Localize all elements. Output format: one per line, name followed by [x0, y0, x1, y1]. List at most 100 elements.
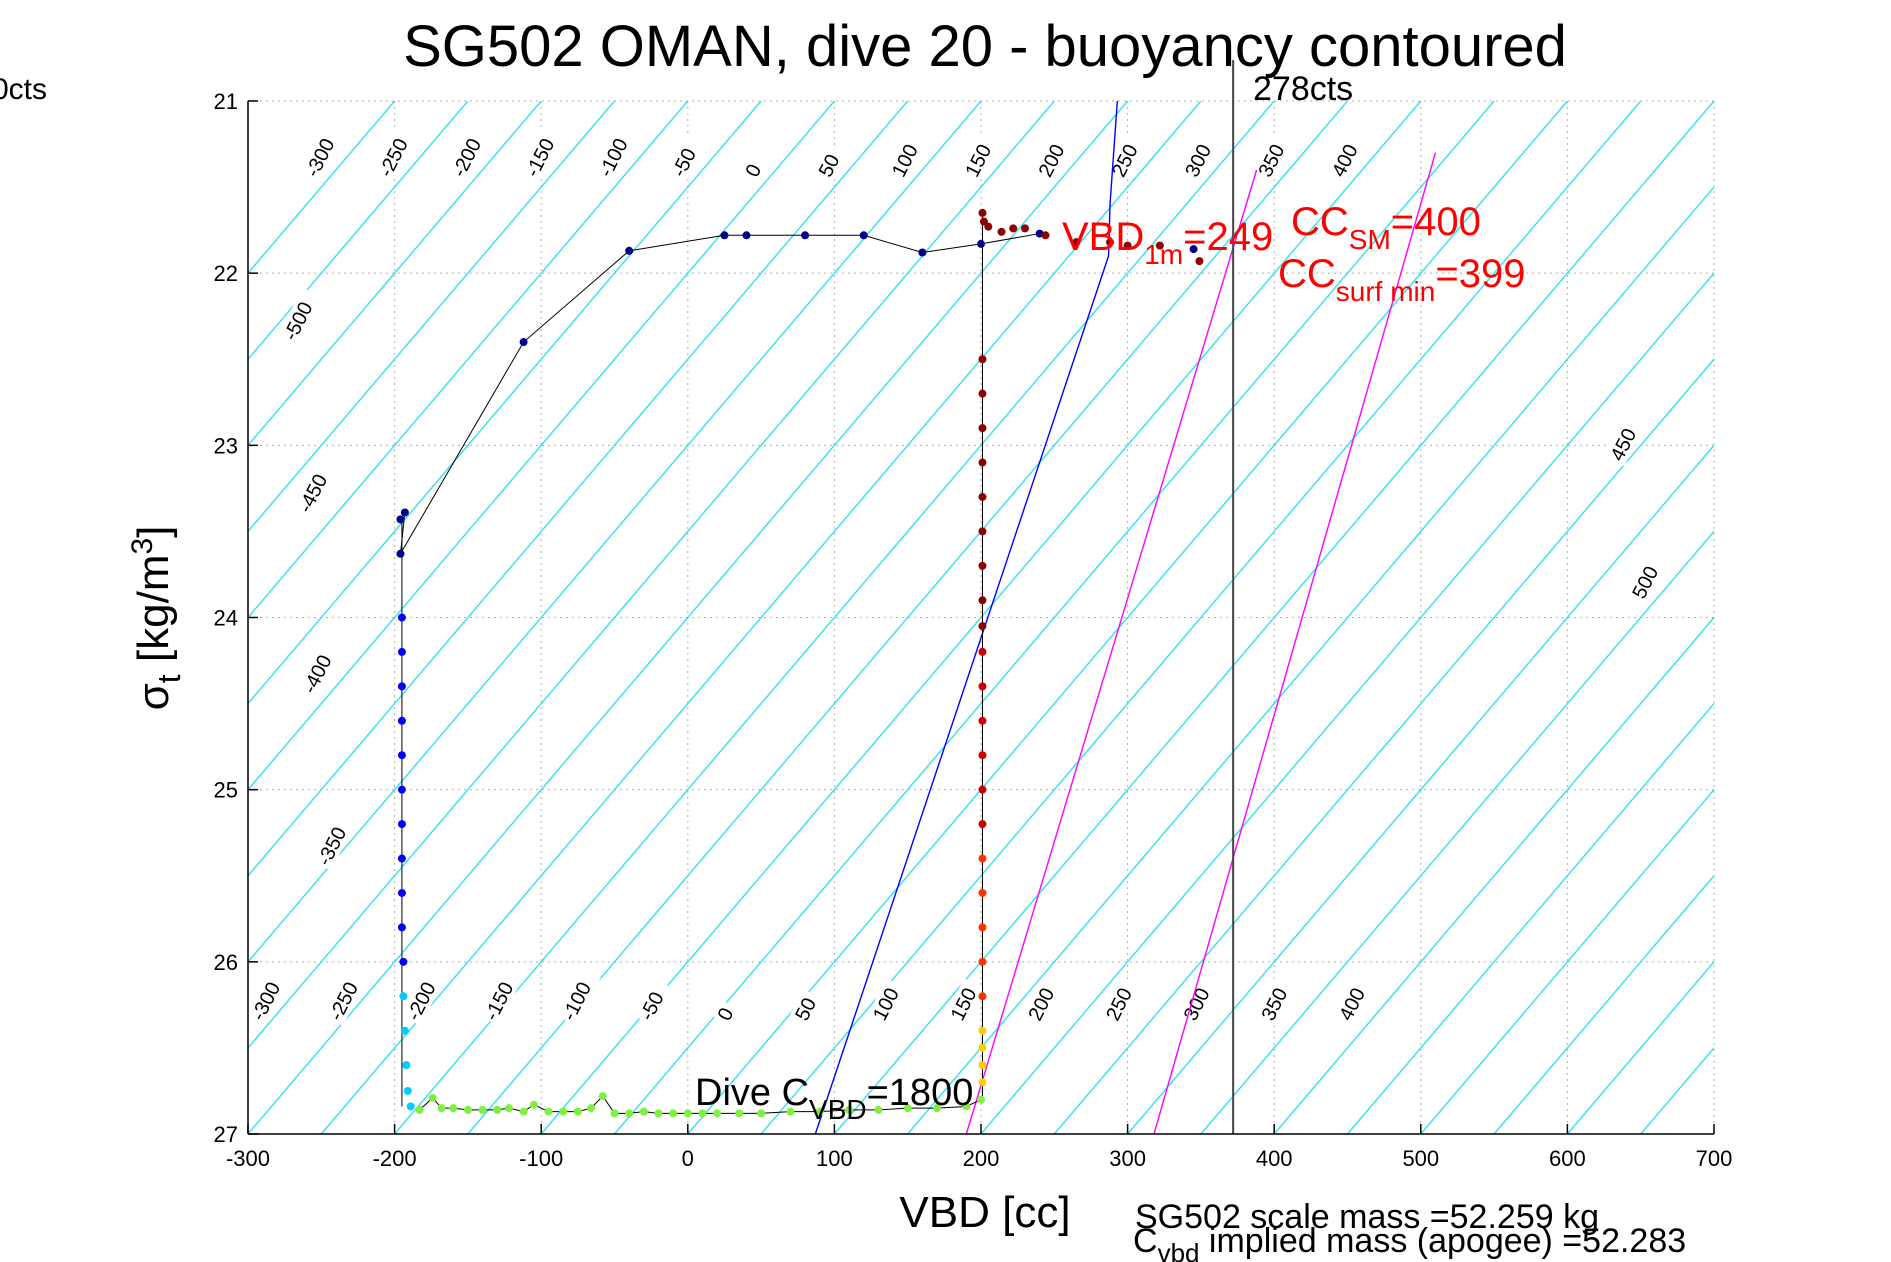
- data-point: [396, 515, 405, 524]
- data-point: [1041, 231, 1050, 240]
- data-point: [978, 1026, 987, 1035]
- x-ticks: -300 -200 -100 0 100 200 300 400 500 600 700: [226, 1124, 1732, 1171]
- contour-line: [1127, 444, 1714, 1134]
- data-point: [399, 957, 408, 966]
- data-point: [698, 1109, 707, 1118]
- data-point: [415, 1105, 424, 1114]
- data-point: [978, 992, 987, 1001]
- data-point: [978, 820, 987, 829]
- data-point: [400, 1026, 409, 1035]
- contour-line: [248, 101, 762, 705]
- data-point: [815, 1107, 824, 1116]
- implied-mass-note: Cvbd implied mass (apogee) =52.283: [1133, 1222, 1686, 1262]
- contour-line: [687, 101, 1568, 1134]
- contour-label-bg: [1252, 134, 1292, 183]
- contour-label-bg: [1626, 556, 1666, 604]
- contour-line: [760, 101, 1642, 1134]
- data-point: [978, 208, 987, 217]
- contour-line: [1346, 702, 1714, 1134]
- data-point: [559, 1107, 568, 1116]
- contour-label-bottom: 0: [711, 999, 740, 1026]
- data-point: [713, 1109, 722, 1118]
- data-point: [397, 785, 406, 794]
- contour-line: [248, 101, 909, 877]
- x-tick-label: -100: [519, 1146, 563, 1171]
- contour-line: [1420, 788, 1714, 1134]
- data-point: [978, 923, 987, 932]
- data-point: [504, 1104, 513, 1113]
- data-point: [978, 1061, 987, 1070]
- x-axis-label: VBD [cc]: [899, 1188, 1070, 1237]
- data-point: [493, 1105, 502, 1114]
- contour-line: [907, 186, 1714, 1134]
- data-point: [428, 1093, 437, 1102]
- x-tick-label: 500: [1402, 1146, 1439, 1171]
- x-tick-label: -200: [373, 1146, 417, 1171]
- data-point: [978, 492, 987, 501]
- contour-label-bg: [593, 123, 638, 183]
- contour-line: [248, 101, 542, 447]
- data-point: [962, 1102, 971, 1111]
- cc-surf-min-annotation: CCsurf min=399: [1278, 252, 1525, 307]
- data-point: [610, 1109, 619, 1118]
- data-point: [598, 1092, 607, 1101]
- data-point: [978, 854, 987, 863]
- track-upper: [399, 233, 1040, 555]
- contour-line: [467, 101, 1349, 1134]
- contour-label-bg: [556, 967, 601, 1026]
- contour-label-bg: [446, 123, 491, 183]
- contour-label-bg: [277, 287, 323, 346]
- vbd-1m-annotation: VBD1m=249: [1062, 215, 1273, 270]
- data-point: [1155, 241, 1164, 250]
- data-point: [397, 682, 406, 691]
- data-point: [397, 716, 406, 725]
- data-point: [625, 246, 634, 255]
- contour-label-bg: [1604, 418, 1644, 467]
- data-point: [400, 508, 409, 517]
- dive-cvbd-annotation: Dive CVBD=1800: [695, 1072, 973, 1125]
- data-point: [757, 1109, 766, 1118]
- data-point: [977, 1095, 985, 1104]
- data-point: [978, 527, 987, 536]
- cc-sm-annotation: CCSM=400: [1291, 200, 1481, 255]
- data-point: [625, 1109, 634, 1118]
- data-point: [978, 622, 987, 631]
- vertical-line-label: 278cts: [1253, 70, 1353, 108]
- contour-label-bg: [711, 999, 740, 1026]
- data-point: [397, 647, 406, 656]
- contour-line: [248, 101, 689, 619]
- data-point: [587, 1104, 596, 1113]
- data-point: [978, 785, 987, 794]
- y-ticks: 21 22 23 24 25 26 27: [214, 89, 258, 1147]
- contour-line: [613, 101, 1495, 1134]
- data-point: [396, 549, 405, 558]
- contour-label-bg: [666, 134, 706, 183]
- data-point: [977, 239, 985, 248]
- data-point: [984, 222, 993, 231]
- contour-label-bg: [519, 123, 564, 183]
- buoyancy-contours: [248, 101, 1714, 1134]
- contour-label-bg: [813, 145, 847, 183]
- data-point: [978, 424, 987, 433]
- contour-label-bg: [1255, 978, 1295, 1026]
- contour-line: [980, 272, 1714, 1134]
- data-point: [720, 231, 729, 240]
- data-point: [786, 1107, 795, 1116]
- data-point: [978, 1078, 987, 1087]
- scale-mass-note: SG502 scale mass =52.259 kg: [1135, 1198, 1599, 1236]
- data-point: [669, 1109, 678, 1118]
- data-point: [1072, 238, 1081, 247]
- data-point: [978, 957, 987, 966]
- data-point: [845, 1105, 854, 1114]
- contour-label-bg: [373, 123, 418, 183]
- contour-line: [248, 101, 469, 361]
- data-point: [978, 389, 987, 398]
- contour-line: [394, 101, 1275, 1134]
- data-point: [978, 888, 987, 897]
- data-point: [519, 1107, 528, 1116]
- data-point: [397, 854, 406, 863]
- contour-line: [1200, 530, 1714, 1134]
- data-point: [463, 1105, 472, 1114]
- data-point: [399, 992, 408, 1001]
